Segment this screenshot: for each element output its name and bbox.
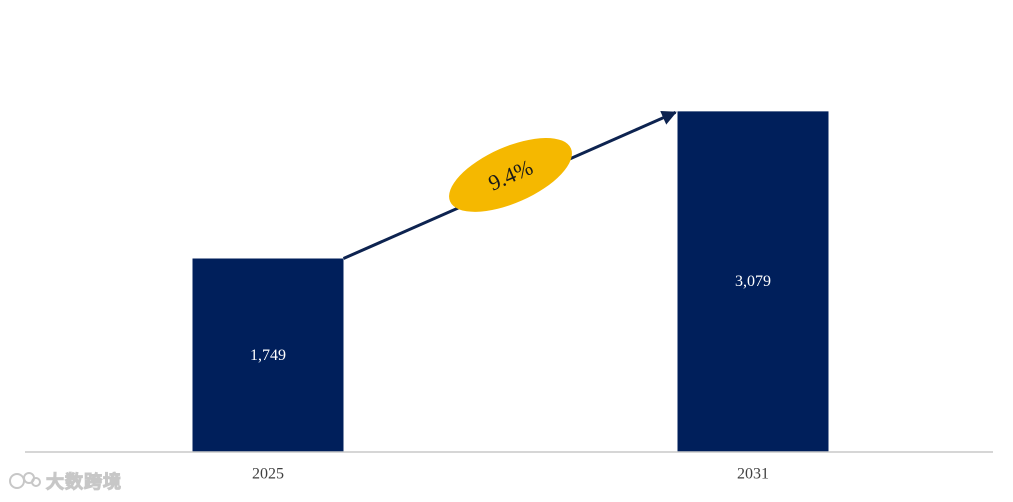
growth-annotation: 9.4% (342, 110, 677, 260)
bar-2025 (192, 258, 344, 452)
watermark: 大数跨境 (8, 468, 122, 494)
value-label-2025: 1,749 (250, 347, 286, 364)
bar-2031 (677, 111, 829, 452)
watermark-text: 大数跨境 (46, 472, 122, 494)
x-tick-label-2031: 2031 (737, 466, 769, 483)
bars-layer (192, 111, 829, 452)
value-labels-layer: 1,749 3,079 (250, 273, 771, 364)
watermark-logo-icon (9, 472, 41, 489)
cagr-badge (449, 137, 572, 212)
x-tick-labels-layer: 2025 2031 (252, 466, 769, 483)
x-tick-label-2025: 2025 (252, 466, 284, 483)
value-label-2031: 3,079 (735, 273, 771, 290)
